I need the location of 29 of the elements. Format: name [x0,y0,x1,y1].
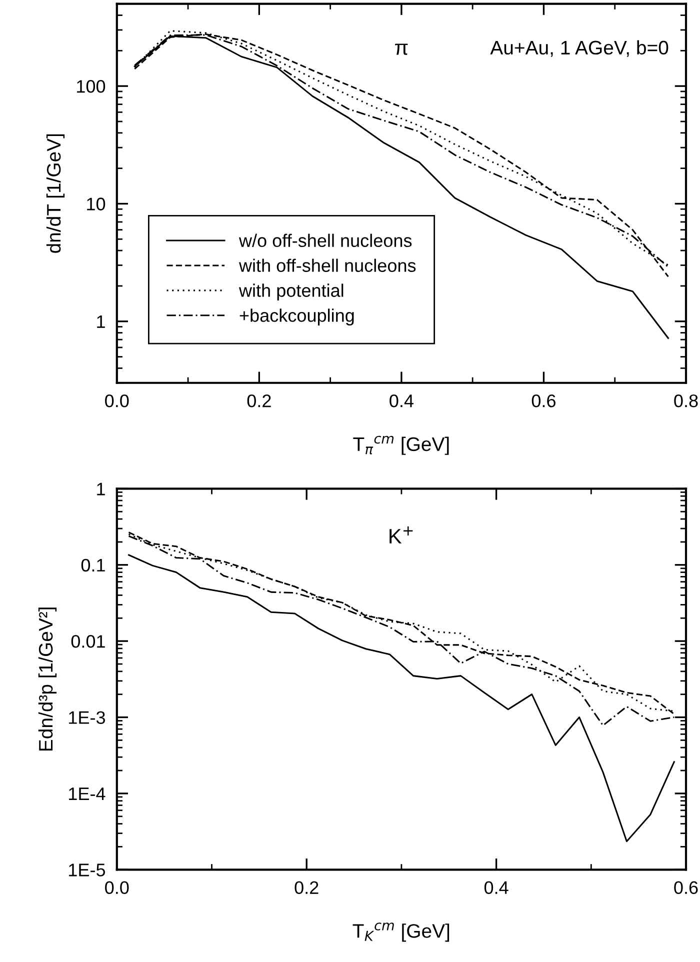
y-tick-label: 10 [87,198,106,210]
legend-label: w/o off-shell nucleons [238,234,412,248]
x-tick-label: 0.6 [674,881,698,894]
x-axis-title: T$_{π}$$^{cm}$ [GeV] [353,436,449,455]
x-tick-label: 0.4 [484,881,508,894]
annotation: K$^{+}$ [390,526,413,544]
y-tick-label: 0.1 [81,558,105,572]
x-tick-label: 0.0 [105,394,129,408]
x-axis-title: T$_{K}$$^{cm}$ [GeV] [352,922,450,942]
y-tick-label: 1 [97,482,105,496]
y-tick-label: 0.01 [71,635,105,648]
legend-label: with off-shell nucleons [238,258,416,272]
y-axis-title: dn/dT [1/GeV] [46,134,65,253]
y-tick-label: 1E-5 [69,864,106,876]
y-tick-label: 100 [77,80,106,93]
y-axis-title: Edn/d³p [1/GeV²] [38,608,57,751]
y-tick-label: 1E-3 [69,711,105,724]
legend-label: with potential [238,284,344,301]
x-tick-label: 0.6 [532,394,556,408]
legend-label: +backcoupling [240,308,354,326]
x-tick-label: 0.8 [674,394,698,408]
y-tick-label: 1 [97,315,105,328]
x-tick-label: 0.2 [247,394,271,408]
annotation: Au+Au, 1 AGeV, b=0 [490,40,668,57]
x-tick-label: 0.0 [105,881,129,894]
y-tick-label: 1E-4 [69,788,106,800]
x-tick-label: 0.4 [390,394,414,408]
annotation: π [395,44,408,55]
x-tick-label: 0.2 [294,881,318,894]
